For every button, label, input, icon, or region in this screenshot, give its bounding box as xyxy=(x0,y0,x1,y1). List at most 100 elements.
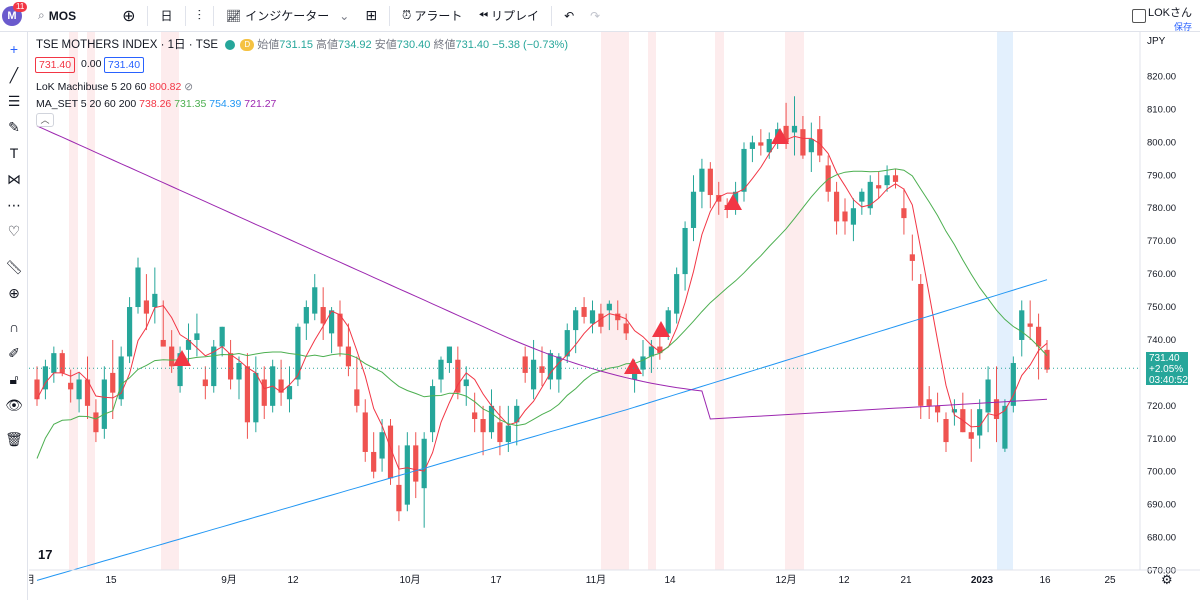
layout-button[interactable]: ⊞ xyxy=(357,0,385,32)
candle-body xyxy=(480,419,486,433)
chart-type-button[interactable]: ⫶ xyxy=(190,0,210,32)
zoom-in-icon[interactable]: ⊕ xyxy=(8,284,20,301)
candle-body xyxy=(648,346,655,357)
indicator-name: MA_SET 5 20 60 200 xyxy=(36,98,137,110)
settings-gear-icon[interactable]: ⚙ xyxy=(1161,572,1173,587)
candles-icon: ⫶ xyxy=(197,7,202,23)
trash-icon[interactable]: 🗑︎ xyxy=(5,430,23,447)
redo-button[interactable]: ↷ xyxy=(582,0,608,32)
symbol-search-button[interactable]: ⌕ MOS xyxy=(30,0,84,32)
text-icon[interactable]: T xyxy=(9,145,19,161)
candle-body xyxy=(312,287,318,314)
pattern-icon[interactable]: ⋈ xyxy=(7,170,21,187)
price-tick-label: 810.00 xyxy=(1147,104,1176,115)
signal-band xyxy=(87,32,95,570)
undo-icon: ↶ xyxy=(564,8,575,23)
candle-body xyxy=(674,274,680,314)
indicator-machibuse[interactable]: LoK Machibuse 5 20 60 800.82 ⊘ xyxy=(36,81,193,93)
crosshair-icon[interactable]: + xyxy=(9,41,19,57)
indicators-button[interactable]: 📈︎ インジケーター ⌄ xyxy=(218,0,357,32)
candle-body xyxy=(876,185,882,189)
candle-body xyxy=(943,419,949,443)
time-tick-label: 16 xyxy=(1039,575,1051,586)
candle-body xyxy=(926,399,932,406)
undo-button[interactable]: ↶ xyxy=(556,0,582,32)
candle-body xyxy=(791,125,798,133)
divider xyxy=(184,5,186,26)
candle-body xyxy=(345,346,352,367)
time-tick-label: 2023 xyxy=(971,575,994,586)
candle-body xyxy=(589,310,596,324)
alert-button[interactable]: ⏰︎ アラート xyxy=(394,0,470,32)
search-icon: ⌕ xyxy=(38,8,45,22)
ma60-value: 754.39 xyxy=(209,98,242,110)
save-button[interactable]: 保存 xyxy=(1173,22,1192,32)
brush-icon[interactable]: ✎ xyxy=(8,118,20,135)
collapse-legend-button[interactable]: ︿ xyxy=(36,113,54,127)
candle-body xyxy=(219,326,225,347)
candle-body xyxy=(152,293,158,308)
candle-body xyxy=(817,129,823,156)
candle-body xyxy=(160,339,166,347)
divider xyxy=(213,5,214,26)
hidden-eye-icon[interactable]: ⊘ xyxy=(184,81,194,93)
candle-body xyxy=(716,195,722,202)
eye-icon[interactable]: 👁︎ xyxy=(5,396,23,413)
candle-body xyxy=(101,379,107,429)
price-tick-label: 670.00 xyxy=(1147,566,1176,577)
sell-price-box[interactable]: 731.40 xyxy=(35,57,76,73)
layout-checkbox[interactable] xyxy=(1132,9,1146,23)
currency-label: JPY xyxy=(1147,36,1166,47)
indicator-ma-set[interactable]: MA_SET 5 20 60 200 738.26 731.35 754.39 … xyxy=(36,98,276,110)
user-menu[interactable]: LOKさん 保存 xyxy=(1148,4,1192,33)
time-tick-label: 21 xyxy=(900,575,912,586)
last-price-tag: 731.40 +2.05% 03:40:52 xyxy=(1146,352,1188,386)
replay-label: リプレイ xyxy=(491,9,540,23)
lock-icon[interactable]: 🔓︎ xyxy=(9,370,19,387)
signal-band xyxy=(648,32,656,570)
candle-body xyxy=(396,484,402,512)
signal-band xyxy=(69,32,78,570)
drawing-mode-icon[interactable]: ✐ xyxy=(8,344,20,361)
replay-button[interactable]: ⏪︎ リプレイ xyxy=(470,0,547,32)
candle-body xyxy=(227,353,234,380)
candle-body xyxy=(850,208,857,225)
candle-body xyxy=(690,191,697,228)
interval-label: 日 xyxy=(160,9,173,23)
buy-price-box[interactable]: 731.40 xyxy=(104,57,145,73)
candle-body xyxy=(295,326,301,380)
candle-body xyxy=(253,372,259,423)
candle-body xyxy=(564,330,570,357)
symbol-title: TSE MOTHERS INDEX · 1日 · TSE xyxy=(36,39,219,51)
time-tick-label: 17 xyxy=(490,575,502,586)
low-label: 安値 xyxy=(374,39,397,51)
candle-body xyxy=(1027,323,1033,327)
trend-line-icon[interactable]: ╱ xyxy=(9,66,19,83)
time-tick-label: 11月 xyxy=(586,574,606,586)
prediction-icon[interactable]: ⋯ xyxy=(7,196,21,213)
chart-area[interactable]: JPY 820.00 810.00 800.00 790.00 780.00 770.00 7… xyxy=(29,32,1200,600)
candle-body xyxy=(211,346,217,387)
plus-circle-icon: ⊕ xyxy=(122,7,136,25)
compare-button[interactable]: ⊕ xyxy=(114,0,143,32)
horizontal-lines-icon[interactable]: ☰ xyxy=(7,92,21,109)
price-tick-label: 700.00 xyxy=(1147,467,1176,478)
candle-body xyxy=(84,379,91,406)
candle-body xyxy=(472,412,478,420)
candle-body xyxy=(429,386,436,433)
signal-triangle xyxy=(624,358,642,374)
indicators-label: インジケーター xyxy=(245,9,330,23)
magnet-icon[interactable]: ∩ xyxy=(8,319,20,335)
ruler-icon[interactable]: 📏︎ xyxy=(5,258,23,275)
candle-body xyxy=(76,379,82,400)
price-chart[interactable]: JPY 820.00 810.00 800.00 790.00 780.00 770.00 7… xyxy=(29,32,1200,600)
high-label: 高値 xyxy=(316,39,339,51)
price-tick-label: 740.00 xyxy=(1147,335,1176,346)
ma20-value: 731.35 xyxy=(174,98,207,110)
candle-body xyxy=(413,445,419,482)
delay-badge: D xyxy=(240,39,255,52)
heart-icon[interactable]: ♡ xyxy=(7,222,21,239)
indicator-name: LoK Machibuse 5 20 60 xyxy=(36,81,147,93)
interval-button[interactable]: 日 xyxy=(152,0,180,32)
signal-band xyxy=(785,32,804,570)
